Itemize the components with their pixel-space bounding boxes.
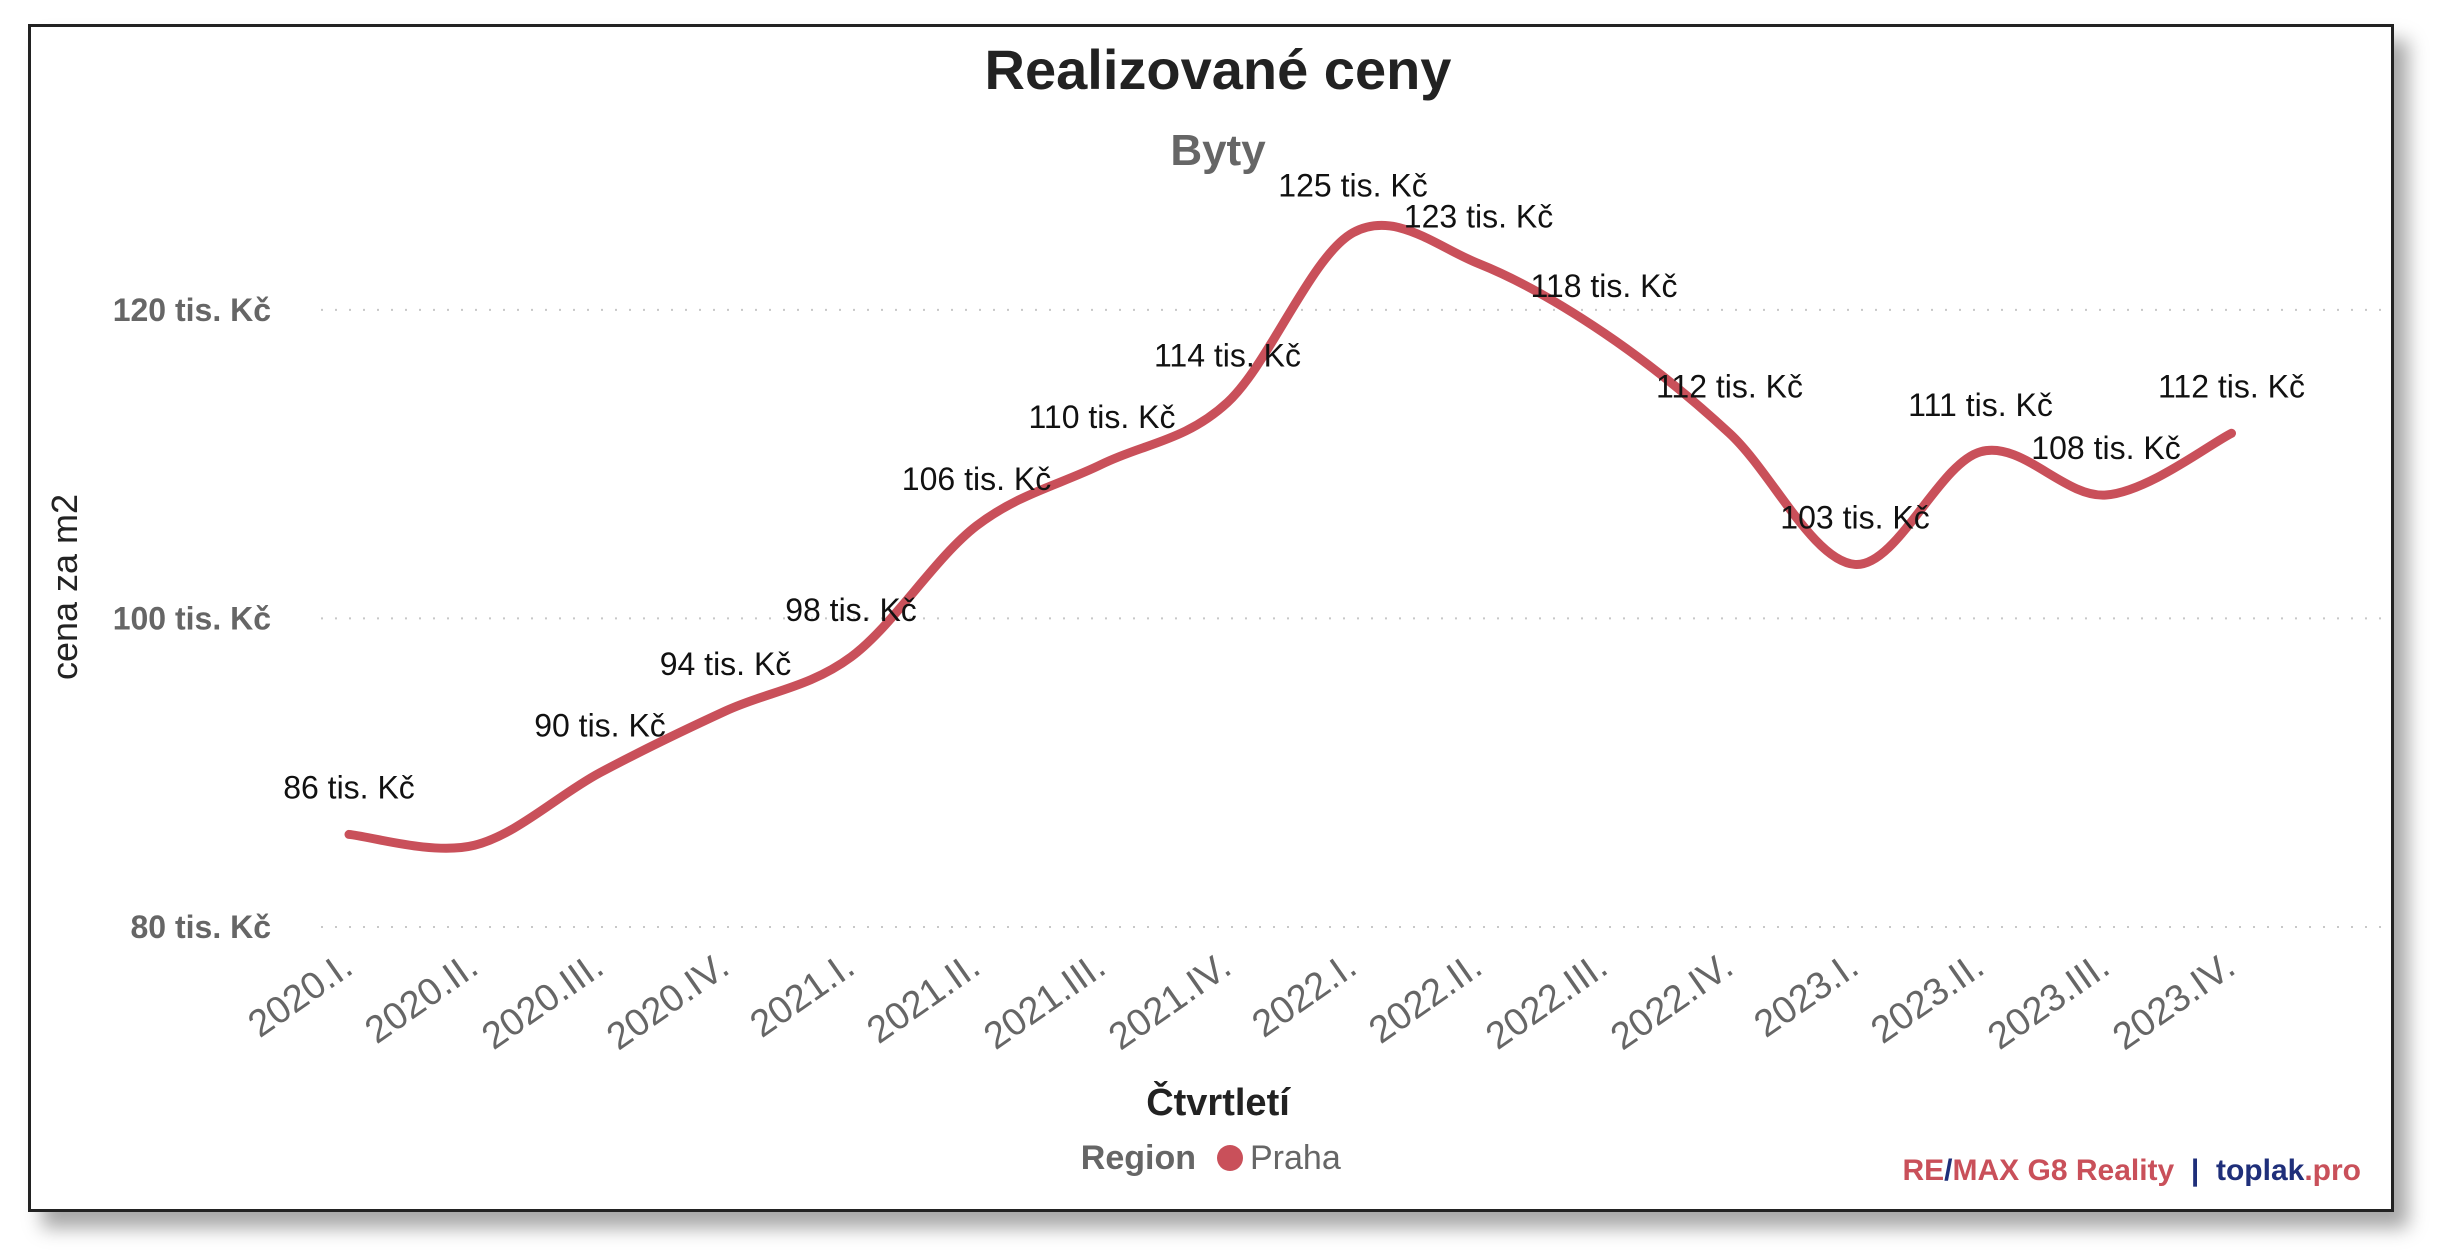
x-tick-label: 2022.I. [1245,945,1364,1046]
x-tick-labels: 2020.I.2020.II.2020.III.2020.IV. 2021.I.2… [241,945,2243,1059]
series-praha [344,220,2236,853]
data-label: 106 tis. Kč [902,461,1051,497]
brand-slash: / [1944,1154,1953,1187]
x-tick-label: 2020.IV. [599,945,736,1059]
line-chart: Realizované ceny Byty cena za m2 Čtvrtle… [44,38,2383,1187]
data-label: 118 tis. Kč [1530,268,1677,304]
x-tick-label: 2020.III. [475,945,612,1058]
legend-marker-praha [1217,1145,1243,1171]
x-tick-label: 2023.III. [1981,945,2118,1058]
x-tick-label: 2023.I. [1747,945,1866,1046]
x-tick-label: 2022.IV. [1603,945,1740,1059]
x-tick-label: 2020.I. [241,945,360,1046]
brand-re: RE [1902,1154,1944,1187]
data-label: 123 tis. Kč [1404,199,1553,235]
data-label: 112 tis. Kč [1656,368,1803,404]
gridlines [321,308,2383,928]
legend: Region Praha [1081,1139,1341,1177]
data-label: 112 tis. Kč [2158,368,2305,404]
chart-subtitle: Byty [1170,126,1266,175]
chart-title: Realizované ceny [985,38,1452,101]
branding: RE/MAX G8 Reality | toplak.pro [1902,1154,2361,1187]
data-label: 111 tis. Kč [1908,387,2053,423]
x-tick-label: 2020.II. [358,945,486,1052]
data-label: 125 tis. Kč [1278,168,1427,204]
data-labels: 86 tis. Kč 90 tis. Kč 94 tis. Kč 98 tis. Kč… [283,168,2305,806]
y-tick-label: 100 tis. Kč [113,600,271,636]
brand-separator: | [2174,1154,2216,1187]
legend-item-praha[interactable]: Praha [1250,1139,1341,1177]
x-tick-label: 2021.II. [860,945,988,1052]
data-label: 110 tis. Kč [1028,399,1175,435]
data-label: 98 tis. Kč [785,592,917,628]
brand-pro[interactable]: .pro [2304,1154,2361,1187]
x-tick-label: 2021.IV. [1101,945,1238,1059]
data-label: 94 tis. Kč [660,646,792,682]
x-tick-label: 2023.II. [1864,945,1992,1052]
brand-max: MAX G8 Reality [1953,1154,2175,1187]
series-line-praha[interactable] [344,220,2236,853]
y-tick-labels: 80 tis. Kč 100 tis. Kč 120 tis. Kč [113,292,271,945]
x-axis-title: Čtvrtletí [1146,1079,1291,1124]
data-label: 103 tis. Kč [1780,499,1929,535]
x-tick-label: 2022.II. [1362,945,1490,1052]
data-label: 108 tis. Kč [2031,430,2180,466]
brand-toplak[interactable]: toplak [2216,1154,2305,1187]
data-label: 90 tis. Kč [534,708,666,744]
x-tick-label: 2022.III. [1479,945,1616,1058]
y-tick-label: 80 tis. Kč [130,909,271,945]
legend-title: Region [1081,1139,1196,1177]
y-tick-label: 120 tis. Kč [113,292,271,328]
data-label: 86 tis. Kč [283,769,415,805]
y-axis-title: cena za m2 [44,494,85,680]
chart-frame: Realizované ceny Byty cena za m2 Čtvrtle… [28,24,2394,1212]
data-label: 114 tis. Kč [1154,337,1301,373]
x-tick-label: 2021.III. [977,945,1114,1058]
x-tick-label: 2023.IV. [2105,945,2242,1059]
x-tick-label: 2021.I. [743,945,862,1046]
